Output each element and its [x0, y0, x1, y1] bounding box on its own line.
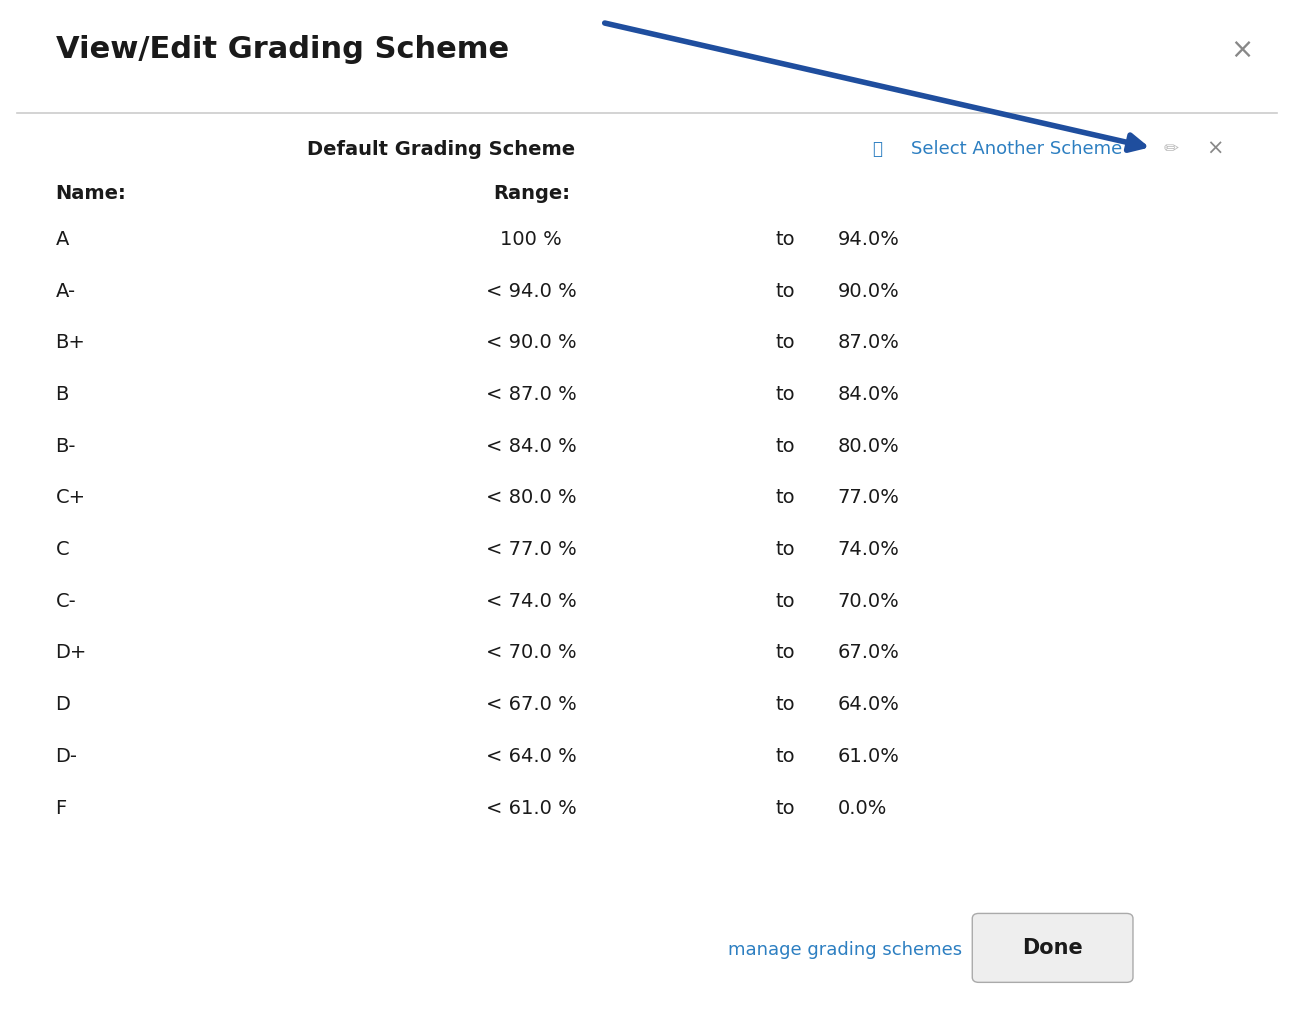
Text: 100 %: 100 %: [501, 230, 562, 248]
Text: to: to: [775, 798, 796, 818]
Text: < 70.0 %: < 70.0 %: [487, 644, 577, 662]
Text: B-: B-: [56, 436, 76, 456]
Text: 61.0%: 61.0%: [837, 747, 899, 765]
Text: < 80.0 %: < 80.0 %: [487, 489, 577, 507]
Text: to: to: [775, 230, 796, 248]
Text: Range:: Range:: [493, 184, 569, 203]
Text: to: to: [775, 385, 796, 404]
Text: < 84.0 %: < 84.0 %: [487, 436, 577, 456]
Text: < 77.0 %: < 77.0 %: [487, 540, 577, 559]
Text: View/Edit Grading Scheme: View/Edit Grading Scheme: [56, 36, 509, 64]
Text: to: to: [775, 695, 796, 714]
Text: < 74.0 %: < 74.0 %: [487, 592, 577, 611]
Text: A-: A-: [56, 281, 76, 300]
Text: to: to: [775, 281, 796, 300]
Text: F: F: [56, 798, 67, 818]
Text: to: to: [775, 747, 796, 765]
Text: 84.0%: 84.0%: [837, 385, 899, 404]
Text: D: D: [56, 695, 70, 714]
Text: 94.0%: 94.0%: [837, 230, 899, 248]
Text: B+: B+: [56, 333, 85, 353]
Text: ×: ×: [1206, 139, 1224, 159]
Text: D-: D-: [56, 747, 78, 765]
Text: C+: C+: [56, 489, 85, 507]
Text: Select Another Scheme: Select Another Scheme: [911, 140, 1122, 158]
Text: 🔍: 🔍: [872, 140, 883, 158]
Text: Default Grading Scheme: Default Grading Scheme: [307, 140, 576, 158]
Text: manage grading schemes: manage grading schemes: [727, 941, 961, 959]
Text: ×: ×: [1231, 36, 1254, 63]
Text: 67.0%: 67.0%: [837, 644, 899, 662]
Text: < 64.0 %: < 64.0 %: [487, 747, 577, 765]
Text: D+: D+: [56, 644, 87, 662]
Text: to: to: [775, 333, 796, 353]
Text: to: to: [775, 592, 796, 611]
Text: 77.0%: 77.0%: [837, 489, 899, 507]
Text: < 67.0 %: < 67.0 %: [487, 695, 577, 714]
Text: to: to: [775, 644, 796, 662]
Text: ✏: ✏: [1163, 140, 1179, 158]
Text: to: to: [775, 489, 796, 507]
Text: 74.0%: 74.0%: [837, 540, 899, 559]
Text: C-: C-: [56, 592, 76, 611]
Text: 0.0%: 0.0%: [837, 798, 886, 818]
Text: to: to: [775, 436, 796, 456]
Text: Done: Done: [1022, 938, 1083, 958]
Text: C: C: [56, 540, 69, 559]
Text: Name:: Name:: [56, 184, 127, 203]
Text: < 61.0 %: < 61.0 %: [487, 798, 577, 818]
Text: < 87.0 %: < 87.0 %: [487, 385, 577, 404]
Text: to: to: [775, 540, 796, 559]
Text: 90.0%: 90.0%: [837, 281, 899, 300]
FancyBboxPatch shape: [972, 914, 1134, 982]
Text: 87.0%: 87.0%: [837, 333, 899, 353]
Text: B: B: [56, 385, 69, 404]
Text: A: A: [56, 230, 69, 248]
Text: < 94.0 %: < 94.0 %: [487, 281, 577, 300]
Text: 80.0%: 80.0%: [837, 436, 899, 456]
Text: < 90.0 %: < 90.0 %: [487, 333, 577, 353]
Text: 64.0%: 64.0%: [837, 695, 899, 714]
Text: 70.0%: 70.0%: [837, 592, 899, 611]
